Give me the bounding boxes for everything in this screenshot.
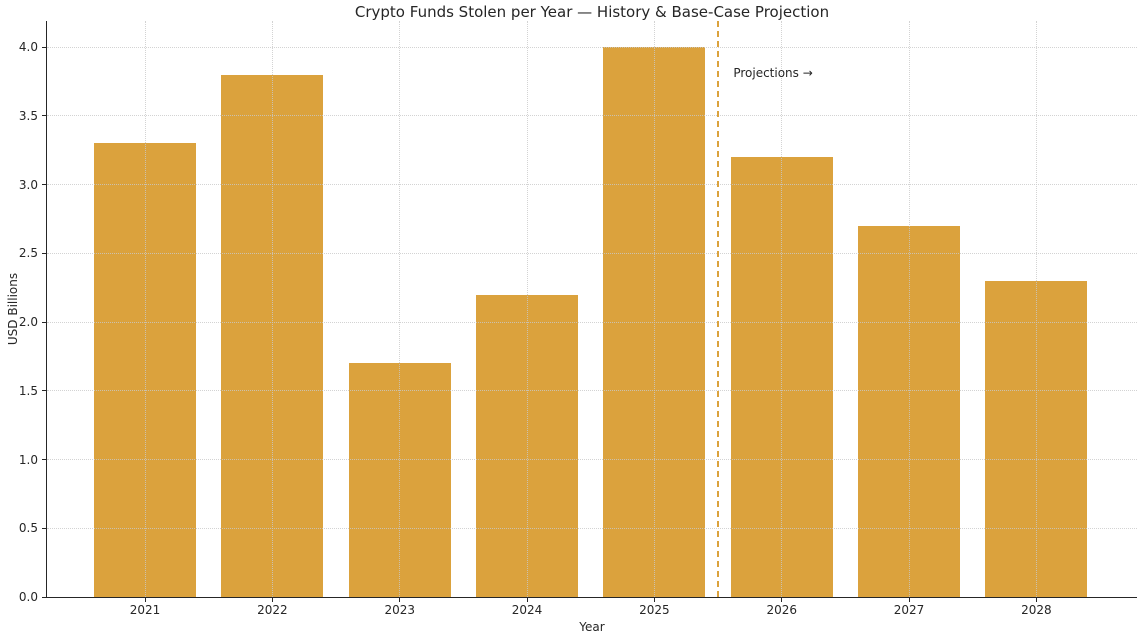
y-tick-label: 1.5 (18, 383, 38, 398)
y-tick-mark (42, 459, 46, 461)
x-axis-spine (46, 597, 1137, 598)
projections-annotation: Projections → (733, 66, 813, 81)
x-tick-label: 2026 (766, 603, 797, 617)
y-tick-mark (42, 46, 46, 48)
horizontal-gridline (47, 321, 1137, 323)
vertical-gridline-2027 (908, 21, 910, 597)
x-tick-label: 2023 (384, 603, 415, 617)
vertical-gridline-2026 (781, 21, 783, 597)
x-tick-mark (271, 598, 273, 602)
y-tick-mark (42, 115, 46, 117)
x-tick-mark (526, 598, 528, 602)
x-tick-mark (399, 598, 401, 602)
chart-title: Crypto Funds Stolen per Year — History &… (354, 3, 830, 21)
y-tick-mark (42, 321, 46, 323)
projection-divider-line (717, 21, 720, 597)
horizontal-gridline (47, 46, 1137, 48)
y-axis-label: USD Billions (6, 272, 20, 346)
horizontal-gridline (47, 390, 1137, 392)
horizontal-gridline (47, 252, 1137, 254)
x-tick-label: 2028 (1021, 603, 1052, 617)
y-tick-mark (42, 596, 46, 598)
y-tick-label: 0.5 (18, 521, 38, 536)
vertical-gridline-2025 (653, 21, 655, 597)
x-tick-mark (781, 598, 783, 602)
plot-area: Projections → (46, 21, 1137, 598)
vertical-gridline-2024 (526, 21, 528, 597)
vertical-gridline-2028 (1035, 21, 1037, 597)
vertical-gridline-2021 (144, 21, 146, 597)
x-tick-mark (1035, 598, 1037, 602)
y-tick-label: 3.0 (18, 177, 38, 192)
x-tick-label: 2022 (257, 603, 288, 617)
vertical-gridline-2022 (271, 21, 273, 597)
y-tick-mark (42, 527, 46, 529)
horizontal-gridline (47, 115, 1137, 117)
y-tick-mark (42, 390, 46, 392)
horizontal-gridline (47, 459, 1137, 461)
x-tick-label: 2025 (639, 603, 670, 617)
y-tick-label: 0.0 (18, 590, 38, 604)
x-tick-mark (653, 598, 655, 602)
y-tick-label: 2.0 (18, 315, 38, 330)
y-axis-spine (46, 21, 47, 598)
x-axis-label: Year (579, 620, 605, 634)
x-tick-label: 2024 (511, 603, 543, 617)
x-tick-mark (908, 598, 910, 602)
y-tick-mark (42, 184, 46, 186)
y-tick-label: 3.5 (18, 108, 38, 123)
x-tick-label: 2021 (129, 603, 161, 617)
vertical-gridline-2023 (399, 21, 401, 597)
horizontal-gridline (47, 527, 1137, 529)
horizontal-gridline (47, 184, 1137, 186)
x-tick-mark (144, 598, 146, 602)
y-tick-label: 4.0 (18, 40, 38, 55)
y-tick-mark (42, 252, 46, 254)
x-tick-label: 2027 (893, 603, 925, 617)
y-tick-label: 2.5 (18, 246, 38, 261)
y-tick-label: 1.0 (18, 452, 38, 467)
